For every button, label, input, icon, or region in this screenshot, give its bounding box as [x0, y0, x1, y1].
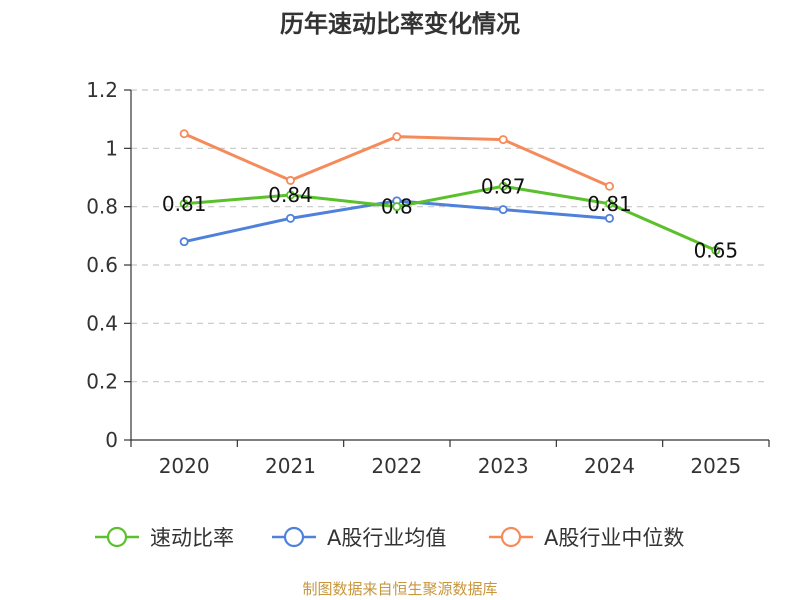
y-tick-label: 1 — [105, 136, 118, 160]
series-0 — [179, 181, 721, 255]
data-label: 0.65 — [694, 238, 739, 262]
x-tick-label: 2023 — [478, 454, 529, 478]
data-point — [498, 135, 508, 145]
data-point — [498, 205, 508, 215]
data-point — [179, 129, 189, 139]
data-point — [179, 199, 189, 209]
legend-marker — [106, 526, 128, 548]
x-tick-label: 2022 — [371, 454, 422, 478]
data-point — [179, 237, 189, 247]
x-tick-label: 2020 — [159, 454, 210, 478]
legend-item[interactable]: A股行业均值 — [272, 526, 446, 550]
legend-label: A股行业均值 — [327, 526, 446, 550]
y-tick-label: 0 — [105, 428, 118, 452]
y-tick-label: 0.6 — [86, 253, 118, 277]
data-point — [711, 245, 721, 255]
legend-marker — [500, 526, 522, 548]
data-point — [392, 202, 402, 212]
data-point — [285, 213, 295, 223]
chart-title: 历年速动比率变化情况 — [280, 10, 520, 38]
data-point — [605, 213, 615, 223]
data-label: 0.84 — [268, 183, 313, 207]
legend-item[interactable]: A股行业中位数 — [489, 526, 684, 550]
series-line — [183, 132, 611, 188]
data-point — [605, 181, 615, 191]
data-point — [392, 132, 402, 142]
series-2 — [179, 129, 615, 191]
data-label: 0.87 — [481, 174, 526, 198]
y-tick-label: 0.4 — [86, 311, 118, 335]
y-tick-label: 1.2 — [86, 78, 118, 102]
legend-marker — [283, 526, 305, 548]
x-tick-label: 2021 — [265, 454, 316, 478]
source-note: 制图数据来自恒生聚源数据库 — [302, 580, 497, 598]
data-label: 0.81 — [162, 192, 207, 216]
y-tick-label: 0.2 — [86, 370, 118, 394]
x-tick-label: 2024 — [584, 454, 635, 478]
y-tick-label: 0.8 — [86, 195, 118, 219]
legend-label: A股行业中位数 — [544, 526, 684, 550]
data-point — [285, 190, 295, 200]
data-labels: 0.81 0.84 0.8 0.87 0.81 0.65 — [162, 174, 738, 262]
legend-item[interactable]: 速动比率 — [95, 526, 234, 550]
series-layer — [179, 129, 721, 255]
data-point — [498, 181, 508, 191]
legend-label: 速动比率 — [150, 526, 234, 550]
grid — [131, 89, 769, 383]
series-line — [184, 184, 717, 252]
series-1 — [179, 196, 615, 247]
x-tick-label: 2025 — [690, 454, 741, 478]
data-point — [285, 175, 295, 185]
legend[interactable]: 速动比率 A股行业均值 A股行业中位数 — [95, 526, 684, 550]
data-label: 0.8 — [381, 195, 413, 219]
data-label: 0.81 — [587, 192, 632, 216]
data-point — [605, 199, 615, 209]
